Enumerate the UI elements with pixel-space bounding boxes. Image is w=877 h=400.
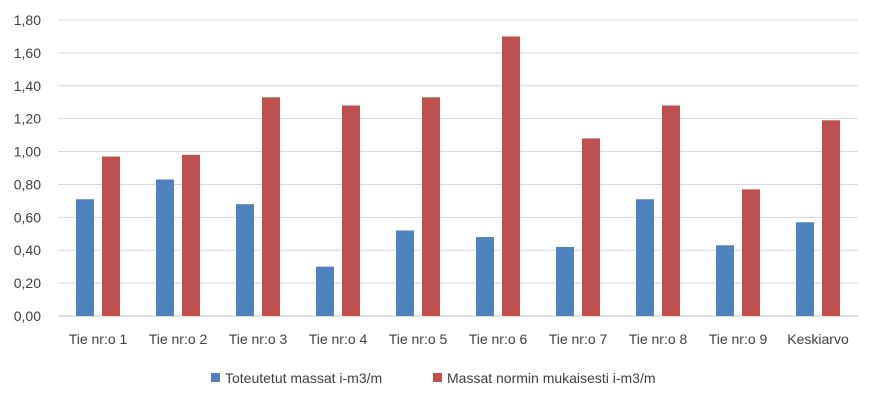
y-tick-label: 0,80	[14, 176, 41, 192]
x-tick-label: Tie nr:o 9	[709, 331, 768, 347]
bar-series-2	[502, 36, 520, 316]
bar-series-1	[716, 245, 734, 316]
bar-series-2	[342, 105, 360, 316]
legend-label-series-2: Massat normin mukaisesti i-m3/m	[447, 370, 656, 386]
x-tick-label: Tie nr:o 6	[469, 331, 528, 347]
bar-series-2	[262, 97, 280, 317]
y-axis: 0,00 0,20 0,40 0,60 0,80 1,00 1,20 1,40 1,60 1,80	[14, 12, 41, 324]
x-tick-label: Tie nr:o 4	[309, 331, 368, 347]
bar-series-2	[182, 154, 200, 316]
x-tick-label: Tie nr:o 2	[149, 331, 208, 347]
gridlines	[58, 19, 858, 317]
bar-series-1	[636, 199, 654, 316]
y-tick-label: 1,00	[14, 144, 41, 160]
bar-series-2	[662, 105, 680, 316]
x-tick-label: Tie nr:o 7	[549, 331, 608, 347]
bar-series-1	[796, 222, 814, 316]
x-tick-label: Keskiarvo	[787, 331, 849, 347]
y-tick-label: 1,20	[14, 111, 41, 127]
x-tick-label: Tie nr:o 1	[69, 331, 128, 347]
bar-series-1	[156, 179, 174, 316]
bar-series-1	[236, 204, 254, 316]
y-tick-label: 0,40	[14, 242, 41, 258]
legend-swatch-series-2	[433, 373, 442, 382]
y-tick-label: 1,40	[14, 78, 41, 94]
bar-series-1	[556, 246, 574, 316]
legend: Toteutetut massat i-m3/m Massat normin m…	[211, 370, 656, 386]
bar-series-2	[102, 156, 120, 316]
bar-series-2	[822, 120, 840, 316]
bar-series-1	[76, 199, 94, 316]
bar-series-2	[742, 189, 760, 316]
y-tick-label: 1,80	[14, 12, 41, 28]
y-tick-label: 0,60	[14, 209, 41, 225]
x-tick-label: Tie nr:o 5	[389, 331, 448, 347]
bars	[76, 36, 840, 317]
y-tick-label: 0,00	[14, 308, 41, 324]
y-tick-label: 0,20	[14, 275, 41, 291]
bar-series-1	[316, 266, 334, 316]
bar-series-2	[422, 97, 440, 317]
legend-swatch-series-1	[211, 373, 220, 382]
bar-series-1	[476, 237, 494, 316]
bar-series-2	[582, 138, 600, 316]
legend-label-series-1: Toteutetut massat i-m3/m	[225, 370, 382, 386]
y-tick-label: 1,60	[14, 45, 41, 61]
bar-series-1	[396, 230, 414, 316]
x-axis: Tie nr:o 1 Tie nr:o 2 Tie nr:o 3 Tie nr:o 4…	[69, 331, 849, 347]
x-tick-label: Tie nr:o 8	[629, 331, 688, 347]
x-tick-label: Tie nr:o 3	[229, 331, 288, 347]
